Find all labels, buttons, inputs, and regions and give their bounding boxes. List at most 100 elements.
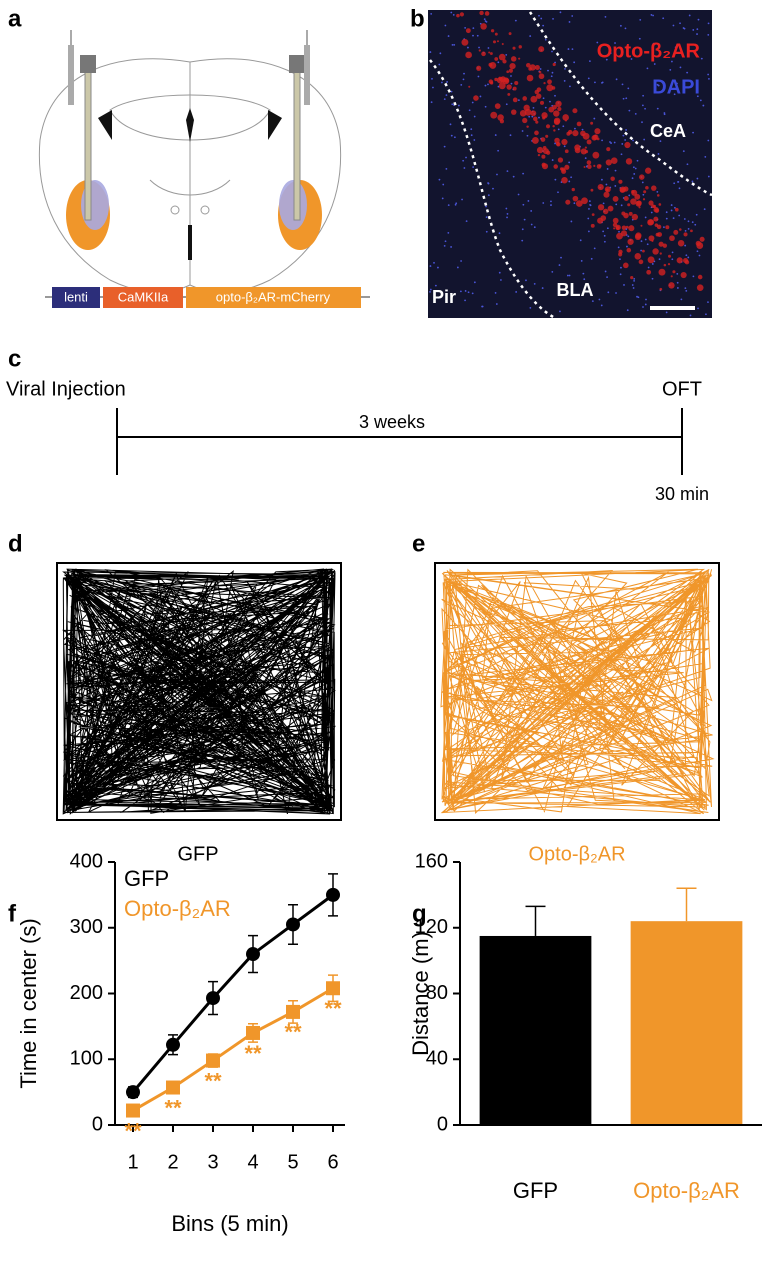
red-dot: [481, 51, 486, 57]
blue-dot: [568, 21, 571, 23]
red-dot: [535, 120, 539, 124]
red-dot: [465, 28, 471, 34]
blue-dot: [544, 106, 547, 109]
blue-dot: [430, 12, 433, 15]
marker: [286, 917, 300, 932]
red-dot: [581, 197, 588, 205]
blue-dot: [563, 145, 566, 148]
blue-dot: [650, 211, 653, 214]
red-dot: [525, 62, 531, 68]
blue-dot: [479, 95, 482, 98]
red-dot: [668, 282, 675, 289]
blue-dot: [606, 54, 608, 57]
red-dot: [540, 137, 546, 142]
panel-label: e: [412, 530, 425, 557]
red-dot: [624, 141, 631, 149]
blue-dot: [627, 235, 630, 238]
blue-dot: [624, 139, 627, 141]
red-dot: [572, 130, 579, 137]
series-line: [132, 986, 334, 1112]
red-dot: [618, 179, 623, 184]
blue-dot: [639, 19, 642, 21]
y-tick-label: 0: [437, 1113, 448, 1135]
blue-dot: [636, 159, 639, 162]
blue-dot: [637, 296, 640, 299]
blue-dot: [544, 38, 547, 41]
red-dot: [597, 184, 604, 191]
red-dot: [644, 167, 652, 174]
red-dot: [626, 247, 632, 253]
red-dot: [522, 117, 528, 124]
red-dot: [530, 110, 537, 117]
blue-dot: [580, 260, 583, 262]
blue-dot: [550, 204, 552, 206]
blue-dot: [679, 22, 681, 25]
blue-dot: [589, 203, 591, 206]
red-dot: [545, 134, 549, 138]
red-dot: [669, 235, 675, 242]
blue-dot: [622, 134, 625, 137]
blue-dot: [671, 258, 674, 261]
blue-dot: [523, 218, 526, 221]
red-dot: [679, 228, 682, 231]
significance: **: [124, 1118, 142, 1143]
blue-dot: [510, 75, 512, 77]
red-dot: [604, 186, 611, 193]
blue-dot: [591, 300, 594, 303]
timeline-label: 3 weeks: [359, 412, 425, 432]
red-dot: [600, 215, 607, 221]
red-dot: [593, 164, 596, 168]
blue-dot: [579, 239, 582, 242]
blue-dot: [642, 193, 645, 196]
blue-dot: [570, 220, 573, 223]
red-dot: [508, 32, 512, 36]
red-dot: [630, 198, 637, 205]
red-dot: [511, 109, 517, 115]
stain-label: Opto-β₂AR: [597, 40, 701, 62]
blue-dot: [557, 191, 559, 194]
red-dot: [546, 84, 554, 92]
red-dot: [536, 146, 544, 154]
group-label: Opto-β₂AR: [528, 843, 625, 865]
red-dot: [586, 160, 592, 165]
red-dot: [662, 243, 668, 248]
red-dot: [538, 73, 545, 80]
blue-dot: [471, 292, 474, 295]
red-dot: [580, 148, 587, 155]
blue-dot: [640, 249, 643, 252]
blue-dot: [651, 277, 654, 280]
blue-dot: [676, 82, 678, 85]
blue-dot: [631, 284, 634, 286]
blue-dot: [684, 229, 687, 232]
blue-dot: [620, 266, 622, 269]
blue-dot: [678, 187, 681, 190]
blue-dot: [497, 149, 500, 152]
blue-dot: [485, 230, 488, 233]
trajectory: [440, 568, 715, 815]
blue-dot: [638, 37, 641, 40]
blue-dot: [695, 213, 698, 216]
red-dot: [494, 103, 501, 110]
blue-dot: [644, 238, 647, 241]
blue-dot: [530, 210, 533, 212]
blue-dot: [624, 27, 627, 30]
blue-dot: [445, 94, 448, 97]
blue-dot: [606, 168, 609, 170]
blue-dot: [606, 276, 608, 279]
significance: **: [284, 1020, 302, 1045]
blue-dot: [542, 202, 545, 204]
blue-dot: [557, 128, 560, 131]
blue-dot: [619, 258, 621, 261]
blue-dot: [627, 87, 630, 90]
red-dot: [594, 128, 601, 135]
red-dot: [571, 187, 575, 192]
red-dot: [676, 257, 683, 264]
blue-dot: [685, 289, 688, 292]
red-dot: [619, 187, 625, 193]
blue-dot: [687, 256, 690, 259]
diagram-shapes: [45, 30, 370, 308]
red-dot: [602, 208, 609, 215]
blue-dot: [618, 230, 620, 233]
red-dot: [537, 153, 541, 157]
blue-dot: [626, 245, 628, 248]
